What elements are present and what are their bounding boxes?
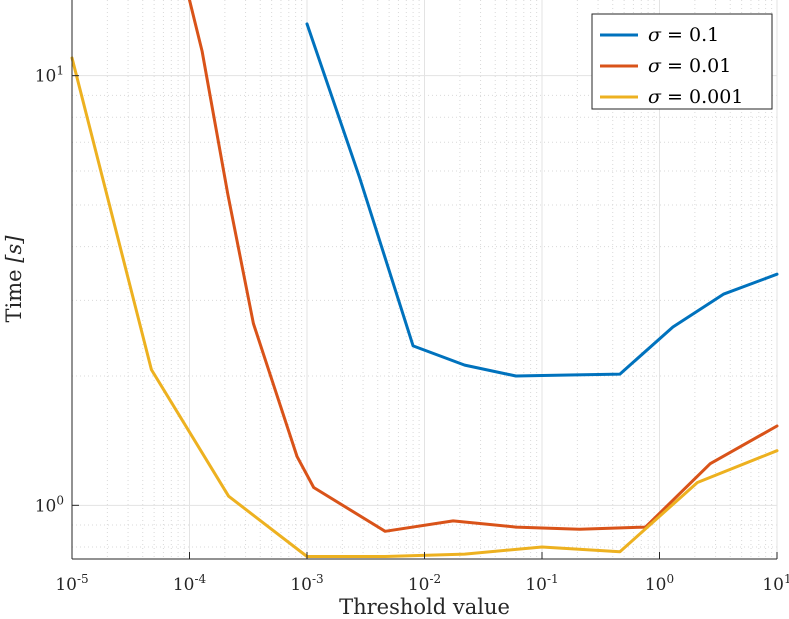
x-tick-base: 10 <box>55 575 77 595</box>
y-tick-label: 100 <box>35 493 64 516</box>
y-axis-label: Time [s] <box>2 235 26 323</box>
y-tick-label: 101 <box>35 64 64 87</box>
legend-value: = 0.1 <box>661 24 719 46</box>
x-tick-label: 10-3 <box>290 572 323 595</box>
x-tick-exponent: -1 <box>547 572 559 586</box>
legend-label-3: σ = 0.001 <box>648 86 743 108</box>
x-tick-base: 10 <box>290 575 312 595</box>
x-tick-base: 10 <box>408 575 430 595</box>
x-axis-label: Threshold value <box>339 595 510 619</box>
legend-entries: σ = 0.1σ = 0.01σ = 0.001 <box>600 24 743 108</box>
x-tick-base: 10 <box>525 575 547 595</box>
x-tick-label: 10-4 <box>173 572 207 595</box>
y-tick-base: 10 <box>35 67 57 87</box>
x-tick-exponent: -3 <box>312 572 324 586</box>
x-tick-base: 10 <box>762 575 784 595</box>
legend-value: = 0.01 <box>661 55 731 77</box>
x-tick-exponent: -2 <box>429 572 441 586</box>
y-axis-label-unit: [s] <box>2 235 26 263</box>
legend-symbol: σ <box>648 24 662 46</box>
x-tick-exponent: -5 <box>77 572 89 586</box>
series-line-1 <box>305 22 779 378</box>
x-tick-base: 10 <box>173 575 195 595</box>
legend-label-1: σ = 0.1 <box>648 24 719 46</box>
x-tick-label: 10-5 <box>55 572 88 595</box>
x-tick-label: 101 <box>762 572 789 595</box>
legend-label-2: σ = 0.01 <box>648 55 731 77</box>
y-axis-label-text: Time <box>2 263 26 323</box>
x-tick-exponent: 1 <box>784 572 789 586</box>
x-tick-label: 100 <box>645 572 674 595</box>
legend: σ = 0.1σ = 0.01σ = 0.001 <box>591 13 773 110</box>
legend-value: = 0.001 <box>661 86 743 108</box>
x-tick-label: 10-2 <box>408 572 441 595</box>
y-tick-exponent: 1 <box>56 64 64 78</box>
x-tick-base: 10 <box>645 575 667 595</box>
y-tick-base: 10 <box>35 496 57 516</box>
y-tick-exponent: 0 <box>56 493 64 507</box>
legend-symbol: σ <box>648 86 662 108</box>
axes <box>71 0 778 560</box>
x-tick-exponent: -4 <box>194 572 206 586</box>
x-tick-label: 10-1 <box>525 572 558 595</box>
legend-symbol: σ <box>648 55 662 77</box>
major-grid <box>71 0 778 559</box>
x-tick-exponent: 0 <box>667 572 675 586</box>
legend-box <box>591 13 773 110</box>
